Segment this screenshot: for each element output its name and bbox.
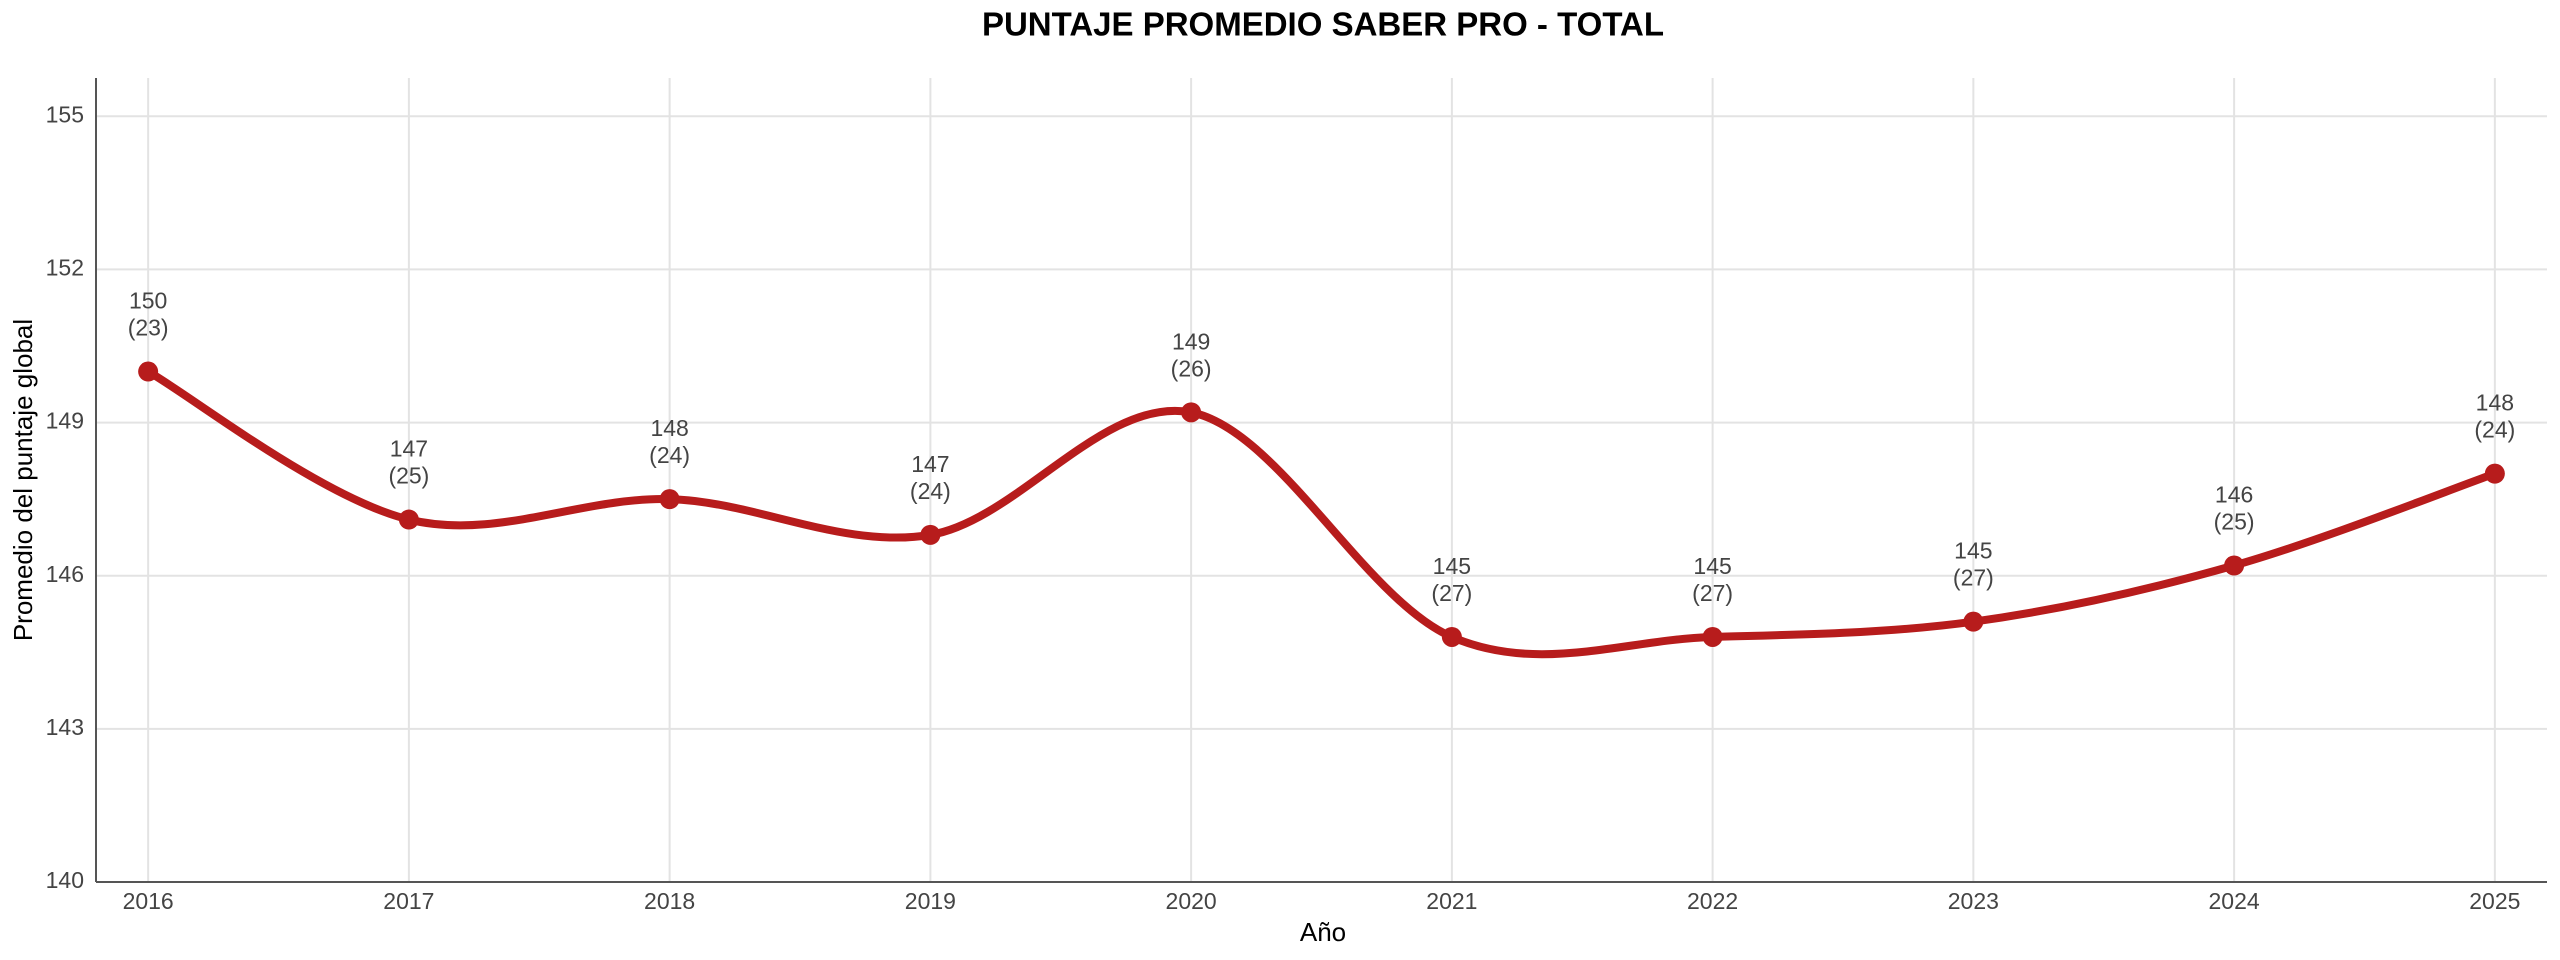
y-tick-label: 143 — [46, 714, 84, 740]
value-label: 147 — [911, 451, 949, 477]
x-tick-label: 2019 — [905, 888, 956, 914]
value-label: 146 — [2215, 482, 2253, 508]
value-label: 147 — [390, 436, 428, 462]
value-label: 148 — [650, 415, 688, 441]
y-tick-label: 155 — [46, 101, 84, 127]
point — [2224, 555, 2245, 576]
plot-area: 150(23)147(25)148(24) 147(24)149(26)145(2… — [128, 288, 2515, 659]
value-label: 145 — [1693, 553, 1731, 579]
sd-label: (27) — [1692, 580, 1733, 606]
x-tick-label: 2018 — [644, 888, 695, 914]
point — [1963, 611, 1984, 632]
y-tick-label: 149 — [46, 408, 84, 434]
sd-label: (24) — [2474, 417, 2515, 443]
x-axis-label: Año — [1300, 917, 1346, 947]
x-tick-label: 2024 — [2209, 888, 2260, 914]
y-tick-label: 152 — [46, 255, 84, 281]
value-label: 145 — [1954, 538, 1992, 564]
x-tick-label: 2023 — [1948, 888, 1999, 914]
value-label: 145 — [1433, 553, 1471, 579]
sd-label: (25) — [388, 463, 429, 489]
x-tick-label: 2021 — [1426, 888, 1477, 914]
sd-label: (23) — [128, 315, 169, 341]
sd-label: (26) — [1171, 355, 1212, 381]
x-tick-label: 2022 — [1687, 888, 1738, 914]
sd-label: (24) — [649, 442, 690, 468]
grid — [96, 78, 2547, 883]
value-label: 148 — [2476, 390, 2514, 416]
x-tick-label: 2025 — [2469, 888, 2520, 914]
sd-label: (25) — [2214, 509, 2255, 535]
point — [138, 361, 159, 382]
y-tick-label: 140 — [46, 867, 84, 893]
point — [920, 524, 941, 545]
point — [1702, 626, 1723, 647]
point — [1181, 402, 1202, 423]
x-tick-label: 2020 — [1166, 888, 1217, 914]
point — [659, 489, 680, 510]
value-label: 150 — [129, 288, 167, 314]
point — [2484, 463, 2505, 484]
x-tick-label: 2017 — [383, 888, 434, 914]
y-tick-label: 146 — [46, 561, 84, 587]
x-tick-label: 2016 — [123, 888, 174, 914]
sd-label: (27) — [1431, 580, 1472, 606]
sd-label: (24) — [910, 478, 951, 504]
line — [146, 368, 2497, 659]
point — [1441, 626, 1462, 647]
value-label: 149 — [1172, 328, 1210, 354]
sd-label: (27) — [1953, 565, 1994, 591]
point — [398, 509, 419, 530]
y-axis-label: Promedio del puntaje global — [8, 319, 38, 641]
chart-title: PUNTAJE PROMEDIO SABER PRO - TOTAL — [982, 6, 1664, 43]
